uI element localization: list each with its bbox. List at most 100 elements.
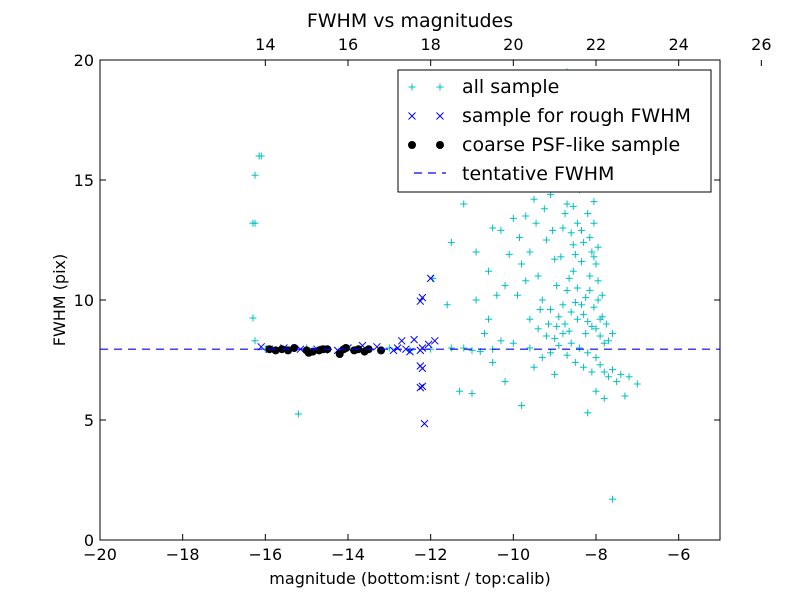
axis-ticks: −20 −18 −16 −14 −12 −10 −8 −6 14 16 18 20 22 24 26 0 5 10… — [74, 35, 772, 564]
all-sample-point — [573, 284, 581, 292]
all-sample-point — [559, 330, 567, 338]
all-sample-point — [551, 370, 559, 378]
y-tick-label: 0 — [84, 531, 94, 550]
all-sample-point — [594, 277, 602, 285]
all-sample-point — [633, 380, 641, 388]
x-marker-icon — [408, 112, 444, 120]
all-sample-point — [590, 303, 598, 311]
top-x-tick-label: 18 — [420, 35, 440, 54]
all-sample-point — [249, 314, 257, 322]
all-sample-point — [604, 337, 612, 345]
all-sample-point — [251, 219, 259, 227]
all-sample-point — [625, 373, 633, 381]
plus-marker-icon — [408, 83, 444, 91]
all-sample-point — [513, 291, 521, 299]
all-sample-point — [509, 339, 517, 347]
all-sample-point — [480, 330, 488, 338]
all-sample-point — [580, 310, 588, 318]
all-sample-point — [602, 320, 610, 328]
all-sample-point — [594, 296, 602, 304]
all-sample-point — [472, 296, 480, 304]
rough-fwhm-point — [389, 346, 398, 355]
all-sample-point — [460, 344, 468, 352]
all-sample-point — [563, 351, 571, 359]
all-sample-point — [617, 370, 625, 378]
rough-fwhm-point — [430, 336, 439, 345]
legend-marker — [436, 83, 444, 91]
all-sample-point — [600, 394, 608, 402]
legend-label: all sample — [462, 76, 559, 98]
all-sample-point — [613, 378, 621, 386]
all-sample-point — [590, 219, 598, 227]
y-tick-label: 20 — [74, 51, 94, 70]
x-axis-title: magnitude (bottom:isnt / top:calib) — [269, 569, 550, 588]
all-sample-point — [586, 286, 594, 294]
all-sample-point — [569, 267, 577, 275]
all-sample-point — [257, 152, 265, 160]
legend-label: sample for rough FWHM — [462, 105, 691, 127]
x-tick-label: −6 — [667, 545, 691, 564]
all-sample-point — [567, 339, 575, 347]
legend-label: coarse PSF-like sample — [462, 134, 680, 156]
all-sample-point — [447, 344, 455, 352]
all-sample-point — [534, 272, 542, 280]
legend: all sample sample for rough FWHM coarse … — [397, 69, 712, 193]
x-tick-label: −20 — [83, 545, 117, 564]
all-sample-point — [549, 226, 557, 234]
legend-marker — [408, 112, 416, 120]
all-sample-point — [582, 330, 590, 338]
all-sample-point — [534, 325, 542, 333]
data-points — [249, 68, 641, 503]
rough-fwhm-point — [418, 364, 427, 373]
all-sample-point — [609, 366, 617, 374]
x-tick-label: −10 — [496, 545, 530, 564]
legend-frame — [397, 69, 712, 193]
y-axis-title: FWHM (pix) — [50, 254, 69, 347]
legend-item-rough-fwhm: sample for rough FWHM — [408, 105, 691, 127]
all-sample-point — [516, 234, 524, 242]
all-sample-point — [586, 272, 594, 280]
all-sample-point — [598, 291, 606, 299]
y-tick-label: 15 — [74, 171, 94, 190]
all-sample-point — [588, 322, 596, 330]
all-sample-point — [580, 238, 588, 246]
all-sample-point — [555, 313, 563, 321]
all-sample-point — [573, 315, 581, 323]
rough-fwhm-point — [420, 419, 429, 428]
all-sample-point — [596, 332, 604, 340]
all-sample-point — [621, 392, 629, 400]
all-sample-point — [600, 368, 608, 376]
all-sample-point — [518, 402, 526, 410]
all-sample-point — [600, 339, 608, 347]
all-sample-point — [547, 306, 555, 314]
coarse-psf-point — [341, 344, 350, 352]
all-sample-point — [505, 250, 513, 258]
legend-marker — [408, 141, 416, 149]
all-sample-point — [509, 214, 517, 222]
all-sample-point — [447, 238, 455, 246]
all-sample-point — [598, 313, 606, 321]
coarse-psf-point — [290, 344, 299, 352]
all-sample-point — [596, 361, 604, 369]
rough-fwhm-point — [416, 383, 425, 392]
legend-item-coarse-psf: coarse PSF-like sample — [408, 134, 680, 156]
rough-fwhm-point — [426, 274, 435, 283]
all-sample-point — [493, 291, 501, 299]
all-sample-point — [294, 410, 302, 418]
all-sample-point — [588, 248, 596, 256]
all-sample-point — [555, 342, 563, 350]
rough-fwhm-point — [416, 297, 425, 306]
all-sample-point — [559, 301, 567, 309]
all-sample-point — [551, 334, 559, 342]
all-sample-point — [518, 260, 526, 268]
top-x-tick-label: 22 — [586, 35, 606, 54]
legend-marker — [436, 112, 444, 120]
all-sample-point — [443, 301, 451, 309]
legend-label: tentative FWHM — [462, 163, 614, 185]
y-tick-label: 10 — [74, 291, 94, 310]
all-sample-point — [571, 298, 579, 306]
all-sample-point — [468, 390, 476, 398]
all-sample-point — [522, 277, 530, 285]
top-x-tick-label: 24 — [668, 35, 688, 54]
